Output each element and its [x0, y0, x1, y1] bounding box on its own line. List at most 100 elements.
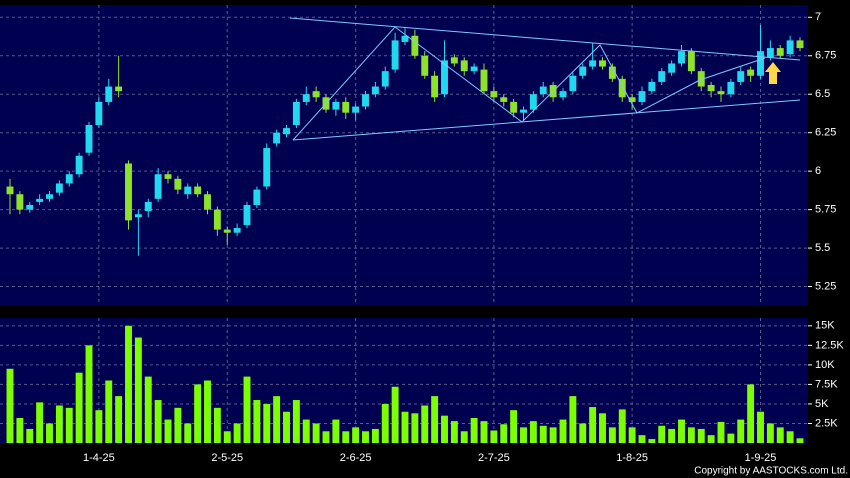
- volume-bar: [776, 427, 784, 443]
- candle-body: [638, 91, 646, 102]
- trendline: [292, 99, 801, 141]
- volume-bar: [332, 419, 340, 443]
- volume-bar: [381, 403, 389, 443]
- y-tick-label: 10K: [815, 359, 835, 371]
- candle-body: [213, 209, 221, 230]
- marks-layer: [6, 25, 804, 443]
- price-panel: [0, 5, 808, 305]
- candle-body: [766, 48, 774, 58]
- volume-bar: [6, 368, 14, 443]
- candle-body: [381, 71, 389, 87]
- volume-bar: [95, 410, 103, 443]
- grid-layer: [0, 5, 812, 443]
- candle-body: [678, 51, 685, 64]
- volume-bar: [668, 428, 676, 443]
- candle-body: [75, 155, 83, 175]
- candle-body: [658, 71, 666, 82]
- candle-body: [95, 101, 103, 125]
- volume-bar: [352, 427, 360, 443]
- volume-bar: [608, 427, 616, 443]
- copyright: Copyright by AASTOCKS.com Ltd.: [694, 466, 848, 477]
- candle-body: [520, 109, 527, 113]
- candle-body: [233, 228, 241, 233]
- candle-body: [539, 86, 547, 95]
- candle-body: [46, 194, 53, 199]
- y-tick-label: 2.5K: [815, 417, 838, 429]
- volume-bar: [36, 402, 44, 443]
- volume-bar: [391, 386, 399, 443]
- candle-body: [490, 91, 498, 98]
- volume-bar: [144, 376, 152, 443]
- candle-body: [589, 60, 597, 67]
- x-tick-label: 1-9-25: [745, 452, 777, 464]
- y-tick-label: 5K: [815, 398, 829, 410]
- candle-body: [105, 86, 113, 102]
- candle-body: [125, 163, 132, 221]
- volume-bar: [510, 410, 518, 443]
- volume-bar: [480, 421, 488, 443]
- candle-body: [608, 66, 616, 79]
- volume-bar: [421, 405, 429, 443]
- volume-bar: [579, 423, 587, 443]
- candle-body: [204, 194, 211, 210]
- volume-bar: [194, 384, 202, 443]
- candle-body: [697, 71, 705, 87]
- volume-bar: [687, 427, 695, 443]
- x-tick-label: 1-4-25: [83, 452, 115, 464]
- y-tick-label: 6: [815, 165, 821, 177]
- candle-body: [776, 48, 784, 56]
- volume-bar: [559, 419, 567, 443]
- y-tick-label: 7.5K: [815, 378, 838, 390]
- x-tick-label: 1-8-25: [616, 452, 648, 464]
- y-tick-label: 15K: [815, 320, 835, 332]
- volume-bar: [520, 427, 527, 443]
- candle-body: [362, 94, 369, 107]
- candle-body: [401, 35, 409, 42]
- volume-bar: [204, 380, 211, 443]
- volume-bar: [470, 418, 478, 443]
- volume-bar: [401, 411, 409, 443]
- candle-body: [628, 97, 636, 102]
- candle-body: [796, 40, 804, 49]
- volume-bar: [65, 407, 73, 443]
- candle-body: [16, 194, 24, 210]
- candle-body: [391, 40, 399, 70]
- candle-body: [85, 125, 93, 153]
- candle-body: [618, 78, 626, 98]
- candle-body: [371, 86, 379, 95]
- x-tick-label: 2-5-25: [211, 452, 243, 464]
- volume-bar: [85, 345, 93, 443]
- candle-body: [115, 86, 123, 92]
- volume-bar: [46, 423, 53, 443]
- y-tick-label: 5.5: [815, 242, 830, 254]
- candle-body: [421, 55, 429, 76]
- candle-body: [332, 101, 340, 110]
- candle-body: [727, 81, 735, 95]
- volume-bar: [184, 423, 192, 443]
- candle-body: [747, 69, 755, 76]
- candle-body: [283, 128, 290, 135]
- candle-body: [569, 75, 577, 92]
- volume-bar: [490, 430, 498, 443]
- volume-bar: [26, 428, 34, 443]
- volume-bar: [174, 407, 182, 443]
- candle-body: [273, 132, 281, 144]
- volume-bar: [618, 409, 626, 443]
- volume-bar: [796, 438, 804, 443]
- candle-body: [687, 51, 695, 72]
- candle-body: [36, 198, 44, 202]
- volume-bar: [322, 431, 330, 443]
- y-tick-label: 6.75: [815, 50, 836, 62]
- candle-body: [786, 40, 794, 55]
- x-tick-label: 2-6-25: [340, 452, 372, 464]
- volume-bar: [164, 419, 172, 443]
- volume-bar: [727, 433, 735, 443]
- candle-body: [134, 214, 142, 218]
- candle-body: [500, 97, 508, 102]
- y-tick-label: 5.25: [815, 280, 836, 292]
- volume-bar: [450, 421, 458, 443]
- volume-bar: [312, 423, 320, 443]
- trendlines: [289, 17, 801, 141]
- y-tick-label: 7: [815, 11, 821, 23]
- candle-body: [253, 189, 261, 205]
